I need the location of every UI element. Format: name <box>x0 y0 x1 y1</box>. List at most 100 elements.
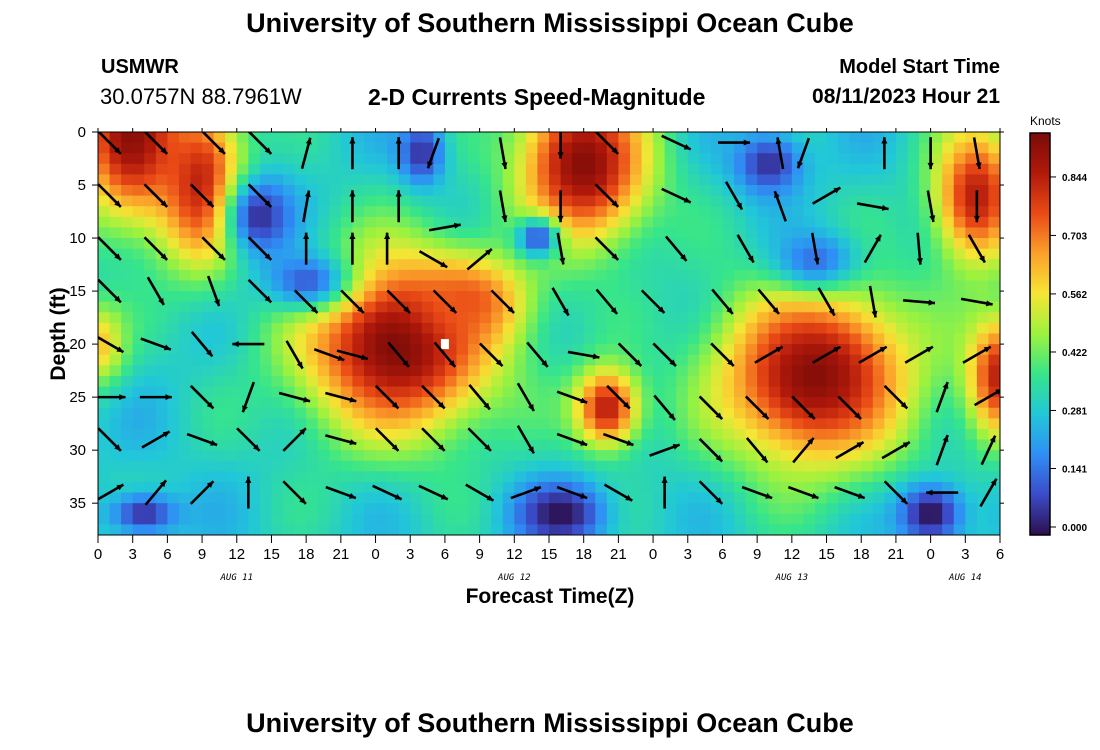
speed-cell <box>363 248 377 260</box>
speed-cell <box>306 132 319 144</box>
speed-cell <box>919 513 932 525</box>
speed-cell <box>687 428 700 441</box>
speed-cell <box>421 206 434 218</box>
speed-cell <box>676 450 689 462</box>
speed-cell <box>178 227 192 239</box>
speed-cell <box>988 259 1000 271</box>
current-vector-arrow <box>232 341 265 348</box>
speed-cell <box>838 365 851 377</box>
speed-cell <box>514 216 527 229</box>
speed-cell <box>676 460 689 472</box>
speed-cell <box>930 142 943 154</box>
speed-cell <box>676 301 689 313</box>
speed-cell <box>421 375 434 388</box>
speed-cell <box>560 503 573 515</box>
speed-cell <box>826 513 839 525</box>
speed-cell <box>98 524 111 535</box>
speed-cell <box>780 206 793 218</box>
current-vector-arrow <box>144 479 168 506</box>
speed-cell <box>259 375 273 388</box>
speed-cell <box>953 142 966 154</box>
speed-cell <box>491 174 504 186</box>
speed-cell <box>225 312 238 324</box>
speed-cell <box>653 460 666 472</box>
speed-cell <box>491 259 504 271</box>
speed-cell <box>144 397 157 409</box>
speed-cell <box>479 333 492 345</box>
speed-cell <box>884 397 897 409</box>
speed-cell <box>259 153 273 165</box>
speed-cell <box>710 195 724 207</box>
speed-cell <box>387 132 400 144</box>
speed-cell <box>502 460 515 472</box>
speed-cell <box>259 163 273 176</box>
speed-cell <box>537 163 550 176</box>
speed-cell <box>664 301 677 313</box>
speed-cell <box>271 386 284 398</box>
current-vector-arrow <box>792 437 815 464</box>
speed-cell <box>410 344 423 356</box>
speed-cell <box>907 333 920 345</box>
speed-cell <box>768 185 781 197</box>
speed-cell <box>895 322 909 335</box>
speed-cell <box>872 174 885 186</box>
speed-cell <box>479 492 492 504</box>
speed-cell <box>814 333 828 345</box>
speed-cell <box>942 280 955 292</box>
speed-cell <box>410 185 423 197</box>
speed-cell <box>919 471 932 483</box>
speed-cell <box>375 471 388 483</box>
speed-cell <box>121 259 134 271</box>
speed-cell <box>109 206 122 218</box>
speed-cell <box>653 248 666 260</box>
speed-cell <box>849 185 862 197</box>
speed-cell <box>213 471 226 483</box>
speed-cell <box>757 375 770 388</box>
speed-cell <box>502 492 515 504</box>
speed-cell <box>502 524 515 535</box>
speed-cell <box>803 428 816 441</box>
speed-cell <box>595 195 608 207</box>
speed-cell <box>583 471 596 483</box>
speed-cell <box>225 407 238 419</box>
speed-cell <box>803 418 816 430</box>
speed-cell <box>491 375 504 388</box>
speed-cell <box>814 301 828 313</box>
speed-cell <box>988 132 1000 144</box>
chart-subtitle: 2-D Currents Speed-Magnitude <box>368 84 706 110</box>
speed-cell <box>791 291 805 303</box>
speed-cell <box>826 450 839 462</box>
speed-cell <box>653 481 666 494</box>
speed-cell <box>583 322 596 335</box>
speed-cell <box>387 418 400 430</box>
speed-cell <box>468 503 481 515</box>
speed-cell <box>687 132 700 144</box>
speed-cell <box>444 269 458 282</box>
speed-cell <box>838 460 851 472</box>
speed-cell <box>629 524 643 535</box>
speed-cell <box>375 163 388 176</box>
speed-cell <box>248 460 261 472</box>
speed-cell <box>98 227 111 239</box>
speed-cell <box>895 185 909 197</box>
speed-cell <box>525 471 539 483</box>
speed-cell <box>121 450 134 462</box>
speed-cell <box>433 206 446 218</box>
speed-cell <box>329 492 342 504</box>
speed-cell <box>294 259 307 271</box>
speed-cell <box>618 322 631 335</box>
speed-cell <box>514 439 527 451</box>
speed-cell <box>676 322 689 335</box>
speed-cell <box>213 312 226 324</box>
speed-cell <box>560 301 573 313</box>
speed-cell <box>699 354 712 366</box>
speed-cell <box>248 322 261 335</box>
speed-cell <box>884 163 897 176</box>
speed-cell <box>930 407 943 419</box>
speed-cell <box>329 259 342 271</box>
speed-cell <box>849 354 862 366</box>
speed-cell <box>953 312 966 324</box>
speed-cell <box>618 206 631 218</box>
speed-cell <box>849 163 862 176</box>
speed-cell <box>722 248 735 260</box>
